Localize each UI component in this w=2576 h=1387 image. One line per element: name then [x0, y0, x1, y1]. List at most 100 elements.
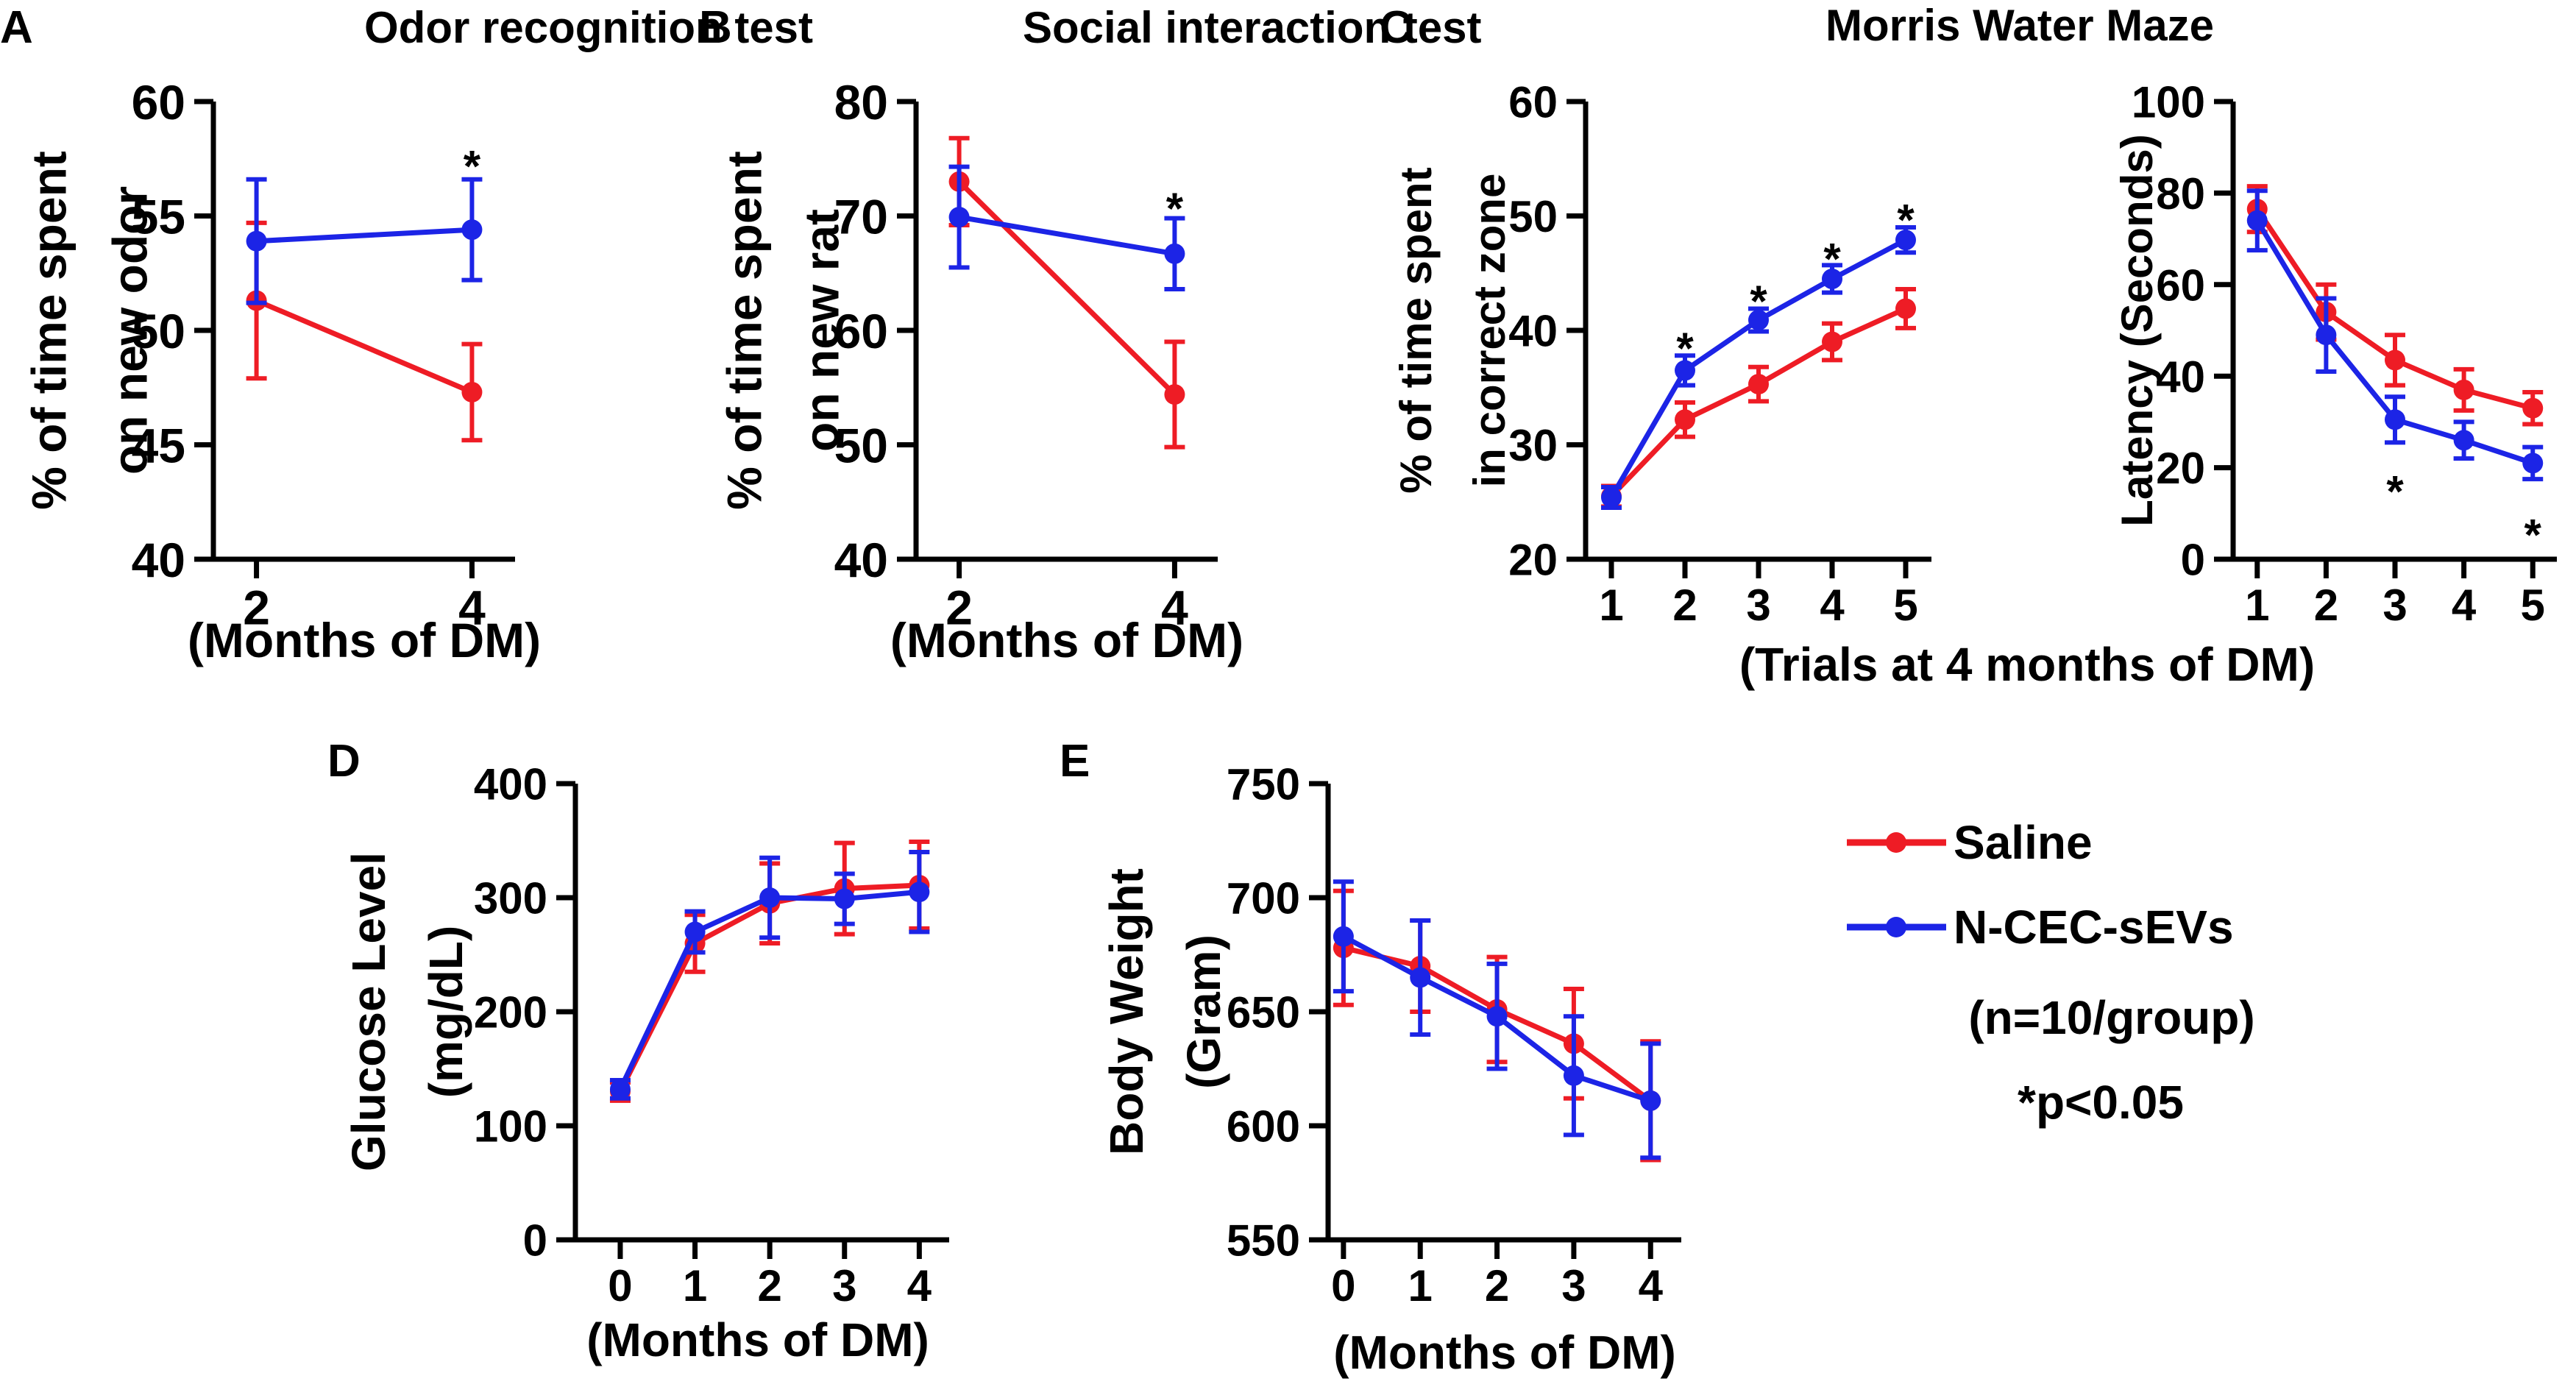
- data-point: [909, 881, 930, 903]
- x-tick-label: 3: [832, 1261, 856, 1310]
- x-tick-label: 0: [1331, 1261, 1355, 1310]
- y-axis-label: Glucose Level: [342, 852, 395, 1171]
- series-line: [958, 214, 1176, 257]
- maze-title: Morris Water Maze: [1825, 1, 2214, 50]
- data-point: [1895, 230, 1916, 251]
- y-tick-label: 60: [834, 304, 888, 358]
- significance-star: *: [1750, 277, 1767, 326]
- x-tick-label: 4: [1820, 581, 1845, 630]
- y-axis-label: % of time spent: [1391, 167, 1441, 493]
- y-tick-label: 650: [1227, 988, 1300, 1037]
- y-axis-label: (mg/dL): [419, 926, 472, 1099]
- y-axis-label: on new rat: [795, 209, 849, 452]
- x-tick-label: 2: [757, 1261, 781, 1310]
- data-point: [2522, 397, 2544, 419]
- significance-star: *: [1897, 196, 1915, 245]
- panel-e: E 550 600 650 700 750 0 1 2 3 4 Body Weight (Gram) (M…: [1060, 736, 1681, 1379]
- x-tick-label: 4: [2452, 581, 2477, 630]
- y-axis-label: (Gram): [1177, 934, 1230, 1089]
- series-ncec: [1333, 879, 1661, 1160]
- data-point: [2385, 350, 2405, 371]
- x-axis-label: (Months of DM): [1333, 1326, 1676, 1379]
- x-tick-label: 5: [1893, 581, 1917, 630]
- data-point: [2453, 379, 2474, 400]
- y-axis-label: Body Weight: [1100, 868, 1153, 1155]
- data-point: [948, 207, 970, 228]
- y-axis-label: % of time spent: [22, 151, 77, 510]
- y-tick-label: 750: [1227, 760, 1300, 809]
- x-axis-label: (Months of DM): [890, 613, 1243, 667]
- legend-saline-label: Saline: [1954, 816, 2093, 869]
- y-tick-label: 0: [2181, 536, 2205, 585]
- y-axis-label: on new odor: [103, 186, 157, 475]
- y-tick-label: 70: [834, 189, 888, 244]
- y-tick-label: 55: [132, 189, 185, 244]
- y-tick-label: 40: [2156, 352, 2205, 402]
- y-tick-label: 20: [1508, 536, 1558, 585]
- y-tick-label: 40: [834, 533, 888, 587]
- data-point: [684, 921, 706, 943]
- significance-star: *: [2524, 510, 2542, 559]
- y-tick-label: 50: [1508, 192, 1558, 241]
- series-line: [255, 298, 473, 395]
- x-tick-label: 2: [1485, 1261, 1509, 1310]
- legend: Saline N-CEC-sEVs (n=10/group) *p<0.05: [1847, 816, 2255, 1129]
- x-tick-label: 3: [1561, 1261, 1586, 1310]
- data-point: [461, 381, 483, 402]
- series-ncec: [246, 177, 483, 305]
- y-tick-label: 60: [2156, 260, 2205, 310]
- y-tick-label: 700: [1227, 874, 1300, 923]
- panel-d: D 0 100 200 300 400 0 1 2 3 4 Glucose Level (mg/dL) (…: [327, 736, 949, 1366]
- data-point: [246, 230, 267, 252]
- data-point: [1748, 374, 1769, 395]
- data-point: [1601, 487, 1622, 508]
- significance-star: *: [2386, 467, 2404, 516]
- significance-star: *: [1823, 235, 1841, 284]
- legend-saline-marker: [1886, 832, 1906, 853]
- significance-star: *: [464, 142, 481, 191]
- y-tick-label: 100: [474, 1102, 547, 1152]
- panel-title: Social interaction test: [1023, 3, 1482, 52]
- y-tick-label: 400: [474, 760, 547, 809]
- y-tick-label: 40: [1508, 307, 1558, 356]
- data-point: [759, 887, 781, 908]
- panel-letter: D: [327, 736, 361, 787]
- panel-letter: B: [699, 2, 732, 53]
- x-tick-label: 1: [1408, 1261, 1433, 1310]
- data-point: [461, 219, 483, 241]
- y-tick-label: 30: [1508, 421, 1558, 470]
- legend-ncec-label: N-CEC-sEVs: [1954, 901, 2234, 954]
- panel-letter: A: [0, 2, 33, 53]
- x-tick-label: 2: [945, 581, 973, 635]
- panel-b: B Social interaction test 40 50 60 70 80 2 4 % of…: [699, 2, 1482, 667]
- significance-star: *: [1166, 184, 1184, 233]
- x-axis-label: (Months of DM): [188, 613, 541, 667]
- maze-xlabel: (Trials at 4 months of DM): [1739, 638, 2315, 691]
- legend-ncec-marker: [1886, 917, 1906, 937]
- legend-n-label: (n=10/group): [1968, 991, 2254, 1044]
- y-tick-label: 550: [1227, 1216, 1300, 1266]
- x-tick-label: 4: [1161, 581, 1188, 635]
- x-tick-label: 2: [1672, 581, 1697, 630]
- y-tick-label: 0: [523, 1216, 547, 1266]
- data-point: [1410, 967, 1431, 988]
- y-axis-label: % of time spent: [717, 151, 772, 510]
- x-tick-label: 4: [907, 1261, 932, 1310]
- x-tick-label: 3: [1746, 581, 1770, 630]
- data-point: [2522, 453, 2544, 474]
- series-line: [957, 180, 1177, 397]
- data-point: [1164, 243, 1185, 264]
- panel-letter: E: [1060, 736, 1090, 787]
- data-point: [609, 1079, 631, 1100]
- x-tick-label: 3: [2382, 581, 2407, 630]
- data-point: [1822, 331, 1842, 352]
- series-ncec: [609, 850, 930, 1101]
- data-point: [1563, 1065, 1584, 1086]
- legend-p-label: *p<0.05: [2018, 1076, 2184, 1129]
- data-point: [1640, 1090, 1661, 1111]
- y-tick-label: 20: [2156, 444, 2205, 493]
- series-ncec: [1601, 225, 1916, 511]
- data-point: [1675, 409, 1695, 430]
